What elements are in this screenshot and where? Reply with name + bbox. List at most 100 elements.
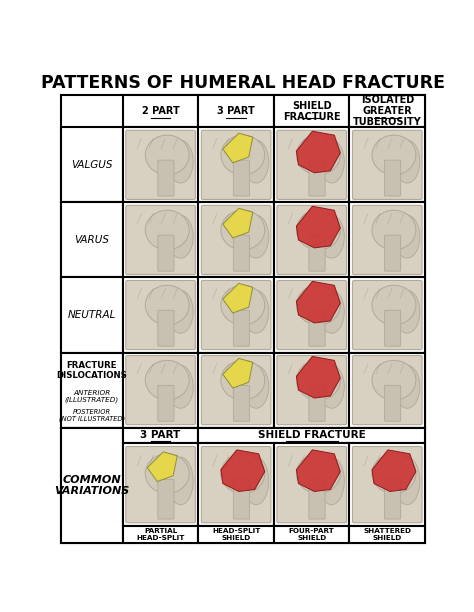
Text: FRACTURE
DISLOCATIONS: FRACTURE DISLOCATIONS — [56, 361, 127, 380]
Bar — [349, 526, 425, 543]
Bar — [349, 443, 425, 526]
Bar — [198, 277, 274, 353]
FancyBboxPatch shape — [158, 386, 174, 421]
Ellipse shape — [319, 290, 344, 333]
FancyBboxPatch shape — [201, 447, 271, 523]
FancyBboxPatch shape — [277, 356, 346, 425]
Text: 3 PART: 3 PART — [140, 430, 181, 441]
Ellipse shape — [372, 285, 416, 325]
FancyBboxPatch shape — [126, 130, 195, 200]
Ellipse shape — [168, 290, 193, 333]
Bar — [198, 443, 274, 526]
Polygon shape — [147, 452, 177, 482]
Bar — [61, 95, 425, 428]
Ellipse shape — [372, 135, 416, 175]
Text: PARTIAL
HEAD-SPLIT: PARTIAL HEAD-SPLIT — [137, 528, 185, 541]
FancyBboxPatch shape — [309, 310, 325, 346]
Ellipse shape — [319, 140, 344, 183]
FancyBboxPatch shape — [309, 235, 325, 271]
Text: PATTERNS OF HUMERAL HEAD FRACTURE: PATTERNS OF HUMERAL HEAD FRACTURE — [41, 75, 445, 92]
Ellipse shape — [394, 365, 420, 408]
Bar — [349, 353, 425, 428]
Bar — [274, 95, 349, 127]
Text: NEUTRAL: NEUTRAL — [68, 310, 116, 320]
FancyBboxPatch shape — [158, 235, 174, 271]
Ellipse shape — [296, 211, 340, 250]
Ellipse shape — [296, 285, 340, 325]
Ellipse shape — [244, 290, 269, 333]
Text: 2 PART: 2 PART — [142, 106, 180, 116]
Ellipse shape — [244, 215, 269, 258]
FancyBboxPatch shape — [233, 160, 249, 196]
Bar — [123, 353, 198, 428]
Ellipse shape — [221, 211, 265, 250]
FancyBboxPatch shape — [201, 356, 271, 425]
Polygon shape — [221, 450, 265, 491]
Bar — [61, 428, 123, 543]
Bar — [274, 526, 349, 543]
Ellipse shape — [221, 454, 265, 493]
Bar — [274, 203, 349, 277]
Text: COMMON
VARIATIONS: COMMON VARIATIONS — [54, 474, 129, 496]
Bar — [61, 428, 425, 543]
Text: POSTERIOR
(NOT ILLUSTRATED): POSTERIOR (NOT ILLUSTRATED) — [59, 409, 125, 422]
Text: SHATTERED
SHIELD: SHATTERED SHIELD — [363, 528, 411, 541]
Text: HEAD-SPLIT
SHIELD: HEAD-SPLIT SHIELD — [212, 528, 260, 541]
Bar — [198, 203, 274, 277]
Bar — [198, 95, 274, 127]
Bar — [274, 443, 349, 526]
Polygon shape — [296, 282, 340, 323]
FancyBboxPatch shape — [233, 479, 249, 519]
Polygon shape — [223, 208, 253, 238]
FancyBboxPatch shape — [233, 310, 249, 346]
Bar — [349, 127, 425, 203]
Bar — [349, 95, 425, 127]
FancyBboxPatch shape — [126, 206, 195, 275]
Ellipse shape — [319, 457, 344, 505]
Polygon shape — [296, 131, 340, 173]
Ellipse shape — [296, 360, 340, 400]
Polygon shape — [296, 206, 340, 248]
Bar — [274, 127, 349, 203]
FancyBboxPatch shape — [384, 235, 401, 271]
FancyBboxPatch shape — [233, 386, 249, 421]
Ellipse shape — [394, 140, 420, 183]
Bar — [123, 203, 198, 277]
Ellipse shape — [372, 211, 416, 250]
Ellipse shape — [146, 135, 189, 175]
Polygon shape — [223, 283, 253, 313]
Polygon shape — [296, 450, 340, 491]
FancyBboxPatch shape — [353, 447, 422, 523]
FancyBboxPatch shape — [201, 206, 271, 275]
FancyBboxPatch shape — [126, 280, 195, 349]
Ellipse shape — [146, 454, 189, 493]
Polygon shape — [372, 450, 416, 491]
FancyBboxPatch shape — [158, 479, 174, 519]
Bar — [274, 277, 349, 353]
Text: VARUS: VARUS — [74, 235, 109, 245]
Bar — [61, 127, 123, 203]
Bar — [349, 203, 425, 277]
Bar — [198, 127, 274, 203]
Ellipse shape — [244, 140, 269, 183]
Bar — [123, 526, 198, 543]
FancyBboxPatch shape — [353, 280, 422, 349]
Ellipse shape — [168, 215, 193, 258]
Polygon shape — [223, 133, 253, 163]
Ellipse shape — [296, 135, 340, 175]
Bar — [198, 428, 425, 443]
Ellipse shape — [168, 140, 193, 183]
FancyBboxPatch shape — [201, 130, 271, 200]
Bar — [123, 428, 198, 443]
Ellipse shape — [168, 457, 193, 505]
Ellipse shape — [372, 454, 416, 493]
FancyBboxPatch shape — [158, 160, 174, 196]
Ellipse shape — [394, 457, 420, 505]
FancyBboxPatch shape — [233, 235, 249, 271]
Ellipse shape — [372, 360, 416, 400]
Ellipse shape — [146, 285, 189, 325]
Ellipse shape — [244, 365, 269, 408]
FancyBboxPatch shape — [384, 160, 401, 196]
FancyBboxPatch shape — [309, 386, 325, 421]
FancyBboxPatch shape — [277, 447, 346, 523]
